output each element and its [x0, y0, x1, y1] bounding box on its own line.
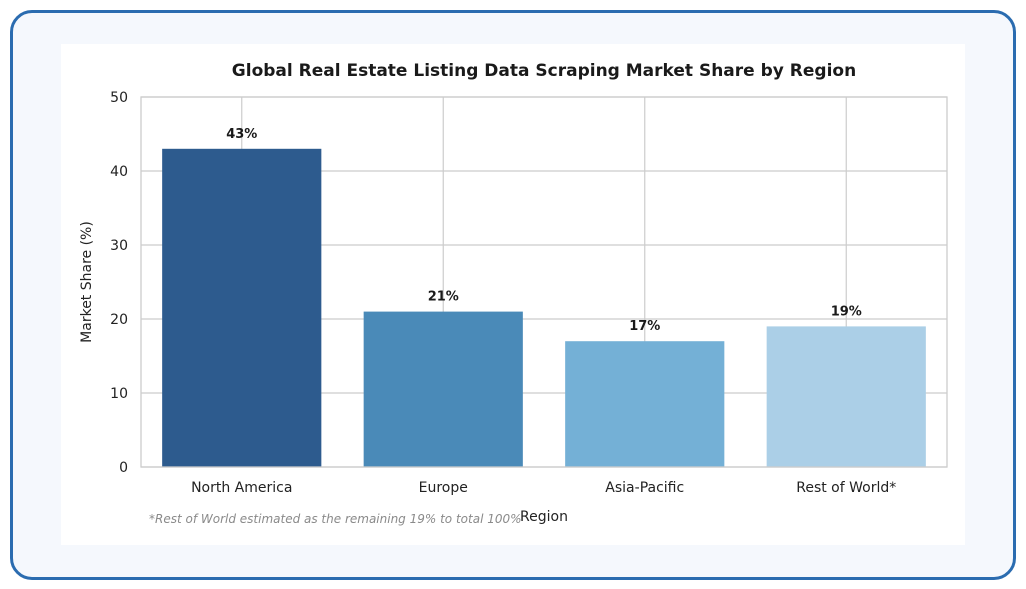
- y-tick-label: 30: [110, 238, 128, 254]
- bar: [162, 148, 322, 468]
- bar: [363, 311, 523, 467]
- bars: [162, 148, 926, 468]
- y-tick-label: 20: [110, 312, 128, 328]
- x-axis-label: Region: [520, 509, 568, 525]
- bar: [565, 341, 725, 467]
- data-labels: 43% 21% 17% 19%: [226, 127, 862, 334]
- x-tick-label: Europe: [419, 480, 468, 496]
- bar-data-label: 19%: [831, 304, 862, 319]
- bar-data-label: 21%: [428, 290, 459, 305]
- x-tick-label: Asia-Pacific: [605, 480, 684, 496]
- y-tick-label: 50: [110, 90, 128, 106]
- y-tick-label: 10: [110, 386, 128, 402]
- bar-data-label: 43%: [226, 127, 257, 142]
- chart-title: Global Real Estate Listing Data Scraping…: [232, 61, 856, 81]
- bar-data-label: 17%: [629, 319, 660, 334]
- x-tick-labels: North America Europe Asia-Pacific Rest of W…: [191, 480, 896, 496]
- bar: [766, 326, 926, 467]
- y-tick-label: 40: [110, 164, 128, 180]
- footnote: *Rest of World estimated as the remainin…: [149, 512, 522, 526]
- y-axis-label: Market Share (%): [79, 221, 95, 343]
- y-tick-labels: 0 10 20 30 40 50: [110, 90, 128, 476]
- plot-area-border: [140, 96, 948, 468]
- x-tick-label: Rest of World*: [796, 480, 896, 496]
- x-tick-label: North America: [191, 480, 292, 496]
- y-tick-label: 0: [119, 460, 128, 476]
